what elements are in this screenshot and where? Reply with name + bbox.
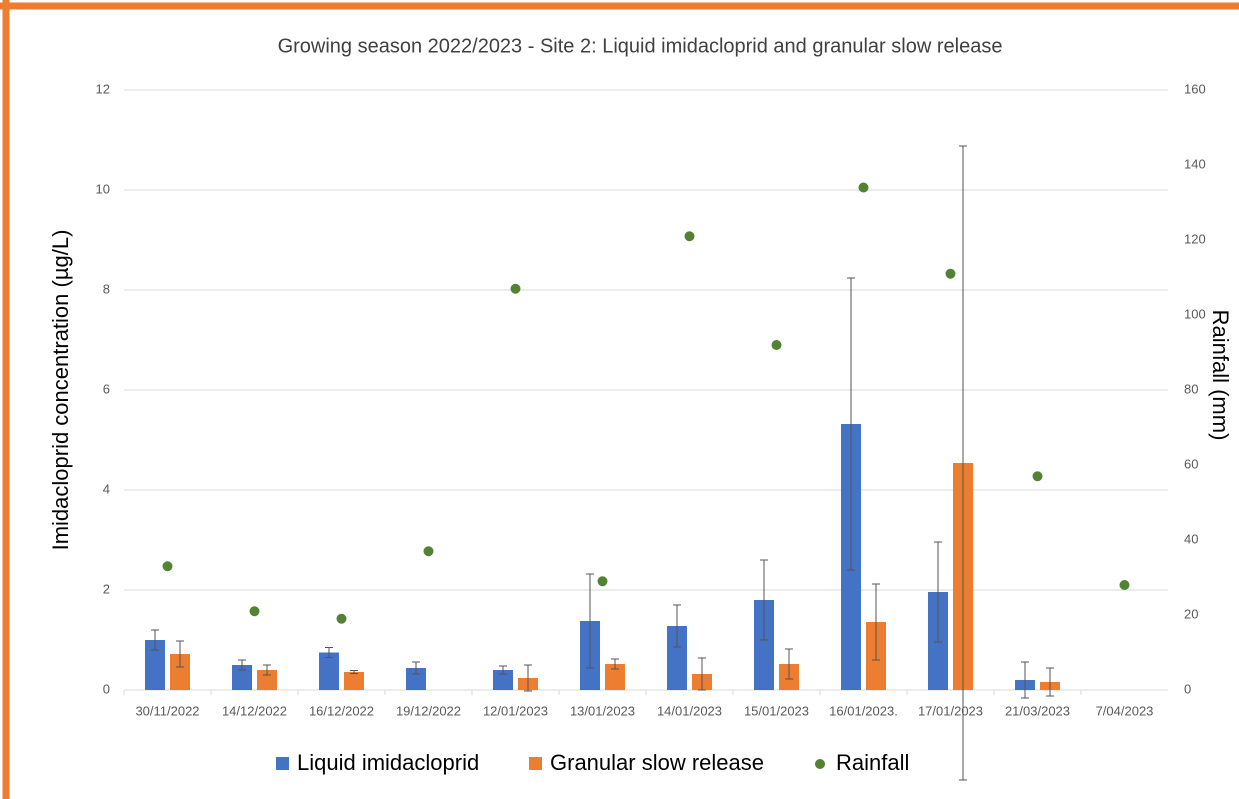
rainfall-point (423, 546, 434, 557)
y2-axis-title: Rainfall (mm) (1208, 310, 1233, 441)
x-tick-label: 19/12/2022 (396, 703, 461, 718)
y2-tick-label: 140 (1184, 156, 1206, 171)
y-tick-label: 0 (103, 681, 110, 696)
x-tick-label: 17/01/2023 (918, 703, 983, 718)
bar (406, 668, 426, 690)
bar (754, 600, 774, 690)
x-tick-label: 14/01/2023 (657, 703, 722, 718)
rainfall-point (945, 268, 956, 279)
rainfall-point (1032, 471, 1043, 482)
bar (257, 670, 277, 690)
x-tick-label: 16/01/2023. (829, 703, 898, 718)
rainfall-point (597, 576, 608, 587)
rainfall-point (858, 182, 869, 193)
x-tick-label: 30/11/2022 (135, 703, 199, 718)
bar (145, 640, 165, 690)
bar (667, 626, 687, 690)
legend-swatch (815, 759, 825, 769)
y-tick-label: 8 (103, 281, 110, 296)
rainfall-point (162, 561, 173, 572)
y2-tick-label: 60 (1184, 456, 1198, 471)
x-tick-label: 16/12/2022 (309, 703, 374, 718)
y-axis-title: Imidacloprid concentration (µg/L) (48, 230, 73, 551)
y2-tick-label: 100 (1184, 306, 1206, 321)
y2-tick-label: 120 (1184, 231, 1206, 246)
rainfall-point (336, 613, 347, 624)
rainfall-point (1119, 580, 1130, 590)
chart-title: Growing season 2022/2023 - Site 2: Liqui… (278, 35, 1003, 57)
y2-tick-label: 80 (1184, 381, 1198, 396)
x-tick-label: 21/03/2023 (1005, 703, 1070, 718)
bar (319, 652, 339, 690)
y2-tick-label: 160 (1184, 81, 1206, 96)
rainfall-point (249, 606, 260, 617)
y-tick-label: 12 (96, 81, 110, 96)
rainfall-point (771, 340, 782, 350)
bar (605, 664, 625, 690)
x-tick-label: 15/01/2023 (744, 703, 809, 718)
legend-swatch (276, 757, 289, 770)
bar (232, 665, 252, 690)
x-tick-label: 13/01/2023 (570, 703, 635, 718)
y-tick-label: 6 (103, 381, 110, 396)
bar (344, 672, 364, 690)
bar (493, 670, 513, 690)
rainfall-point (510, 283, 521, 294)
legend-label: Rainfall (836, 750, 909, 775)
x-tick-label: 14/12/2022 (222, 703, 287, 718)
x-tick-label: 12/01/2023 (483, 703, 548, 718)
x-tick-label: 7/04/2023 (1096, 703, 1154, 718)
y-tick-label: 4 (103, 481, 110, 496)
y2-tick-label: 40 (1184, 531, 1198, 546)
legend-label: Liquid imidacloprid (297, 750, 479, 775)
y-tick-label: 2 (103, 581, 110, 596)
legend-swatch (529, 757, 542, 770)
rainfall-point (684, 231, 695, 242)
legend-label: Granular slow release (550, 750, 764, 775)
y2-tick-label: 20 (1184, 606, 1198, 621)
bar (170, 654, 190, 690)
y2-tick-label: 0 (1184, 681, 1191, 696)
y-tick-label: 10 (96, 181, 110, 196)
